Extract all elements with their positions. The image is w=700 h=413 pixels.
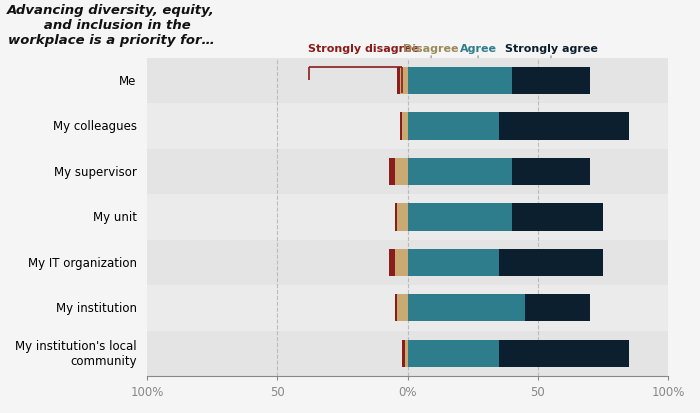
Bar	[407, 249, 499, 276]
Bar	[147, 59, 668, 104]
Bar	[398, 68, 400, 95]
Text: Agree: Agree	[459, 44, 496, 54]
Bar	[407, 159, 512, 185]
Text: Strongly agree: Strongly agree	[505, 44, 598, 54]
Bar	[395, 204, 398, 231]
Bar	[147, 195, 668, 240]
Bar	[512, 204, 603, 231]
Bar	[395, 294, 398, 322]
Bar	[389, 159, 395, 185]
Bar	[147, 240, 668, 285]
Bar	[407, 294, 525, 322]
Bar	[407, 340, 499, 367]
Bar	[499, 249, 603, 276]
Bar	[147, 104, 668, 150]
Bar	[147, 285, 668, 331]
Bar	[407, 68, 512, 95]
Bar	[512, 159, 590, 185]
Bar	[398, 204, 407, 231]
Bar	[402, 113, 407, 140]
Bar	[147, 331, 668, 376]
Bar	[402, 340, 405, 367]
Bar	[525, 294, 590, 322]
Text: Advancing diversity, equity,
   and inclusion in the
workplace is a priority for: Advancing diversity, equity, and inclusi…	[7, 4, 215, 47]
Bar	[400, 113, 402, 140]
Bar	[407, 113, 499, 140]
Bar	[499, 113, 629, 140]
Bar	[405, 340, 407, 367]
Bar	[147, 150, 668, 195]
Bar	[400, 68, 407, 95]
Bar	[407, 204, 512, 231]
Bar	[398, 294, 407, 322]
Bar	[512, 68, 590, 95]
Bar	[499, 340, 629, 367]
Bar	[395, 159, 407, 185]
Bar	[389, 249, 395, 276]
Bar	[395, 249, 407, 276]
Text: Disagree: Disagree	[403, 44, 459, 54]
Text: Strongly disagree: Strongly disagree	[308, 44, 419, 54]
